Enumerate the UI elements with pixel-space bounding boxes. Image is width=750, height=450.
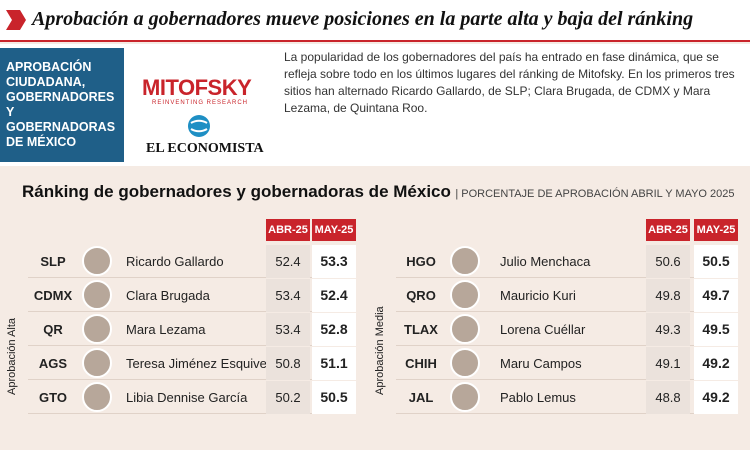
state: TLAX [404, 322, 438, 337]
value-abr: 53.4 [266, 279, 310, 312]
section-heading: Ránking de gobernadores y gobernadoras d… [22, 182, 735, 202]
state: QRO [406, 288, 436, 303]
name: Mara Lezama [126, 322, 206, 337]
photo [82, 246, 112, 276]
photo [450, 348, 480, 378]
value-abr: 50.2 [266, 381, 310, 414]
name: Julio Menchaca [500, 254, 591, 269]
brand-logo: MITOFSKY [142, 75, 252, 100]
state: CDMX [33, 288, 73, 303]
value-abr: 50.8 [266, 347, 310, 380]
value-abr: 49.1 [646, 347, 690, 380]
photo [82, 314, 112, 344]
name: Ricardo Gallardo [126, 254, 224, 269]
globe-icon [188, 115, 210, 137]
publisher-logo: EL ECONOMISTA [146, 141, 264, 156]
value-may: 53.3 [312, 245, 356, 278]
state: SLP [40, 254, 66, 269]
state: AGS [38, 356, 68, 371]
value-may: 49.2 [694, 347, 738, 380]
name: Clara Brugada [126, 288, 210, 303]
photo [450, 280, 480, 310]
name: Mauricio Kuri [500, 288, 576, 303]
chevron-icon [6, 10, 26, 30]
table-row [396, 279, 738, 312]
value-may: 52.4 [312, 279, 356, 312]
table-row [396, 245, 738, 278]
name: Maru Campos [500, 356, 582, 371]
name: Lorena Cuéllar [500, 322, 586, 337]
value-abr: 48.8 [646, 381, 690, 414]
photo [450, 314, 480, 344]
table-row [396, 347, 738, 380]
box-label: APROBACIÓN CIUDADANA, GOBERNADORES Y GOB… [0, 48, 124, 162]
value-may: 52.8 [312, 313, 356, 346]
value-may: 49.5 [694, 313, 738, 346]
value-may: 50.5 [694, 245, 738, 278]
column-header: MAY-25 [312, 219, 356, 241]
value-may: 49.7 [694, 279, 738, 312]
intro-band [0, 44, 750, 166]
value-abr: 53.4 [266, 313, 310, 346]
state: CHIH [405, 356, 437, 371]
column-header: MAY-25 [694, 219, 738, 241]
table-row [28, 381, 356, 414]
photo [82, 280, 112, 310]
group-label: Aprobación Alta [6, 317, 18, 395]
title: Aprobación a gobernadores mueve posicion… [32, 8, 694, 30]
photo [82, 382, 112, 412]
table-row [28, 313, 356, 346]
table-row [28, 347, 356, 380]
column-header: ABR-25 [646, 219, 690, 241]
state: GTO [39, 390, 67, 405]
photo [450, 246, 480, 276]
group-label: Aprobación Media [374, 306, 386, 395]
photo [450, 382, 480, 412]
value-abr: 50.6 [646, 245, 690, 278]
table-row [28, 245, 356, 278]
value-abr: 52.4 [266, 245, 310, 278]
intro-text: La popularidad de los gobernadores del p… [284, 50, 735, 115]
value-may: 49.2 [694, 381, 738, 414]
value-abr: 49.8 [646, 279, 690, 312]
value-may: 51.1 [312, 347, 356, 380]
brand-tagline: REINVENTING RESEARCH [152, 100, 249, 106]
table-row [396, 313, 738, 346]
table-row [28, 279, 356, 312]
state: HGO [406, 254, 436, 269]
state: JAL [408, 390, 434, 405]
section-title: Ránking de gobernadores y gobernadoras d… [22, 182, 451, 201]
state: QR [43, 322, 63, 337]
header-bar [0, 0, 750, 42]
photo [82, 348, 112, 378]
value-abr: 49.3 [646, 313, 690, 346]
column-header: ABR-25 [266, 219, 310, 241]
name: Pablo Lemus [500, 390, 576, 405]
table-row [396, 381, 738, 414]
value-may: 50.5 [312, 381, 356, 414]
name: Teresa Jiménez Esquivel [126, 356, 270, 371]
name: Libia Dennise García [126, 390, 248, 405]
section-subtitle: | PORCENTAJE DE APROBACIÓN ABRIL Y MAYO … [455, 188, 735, 200]
